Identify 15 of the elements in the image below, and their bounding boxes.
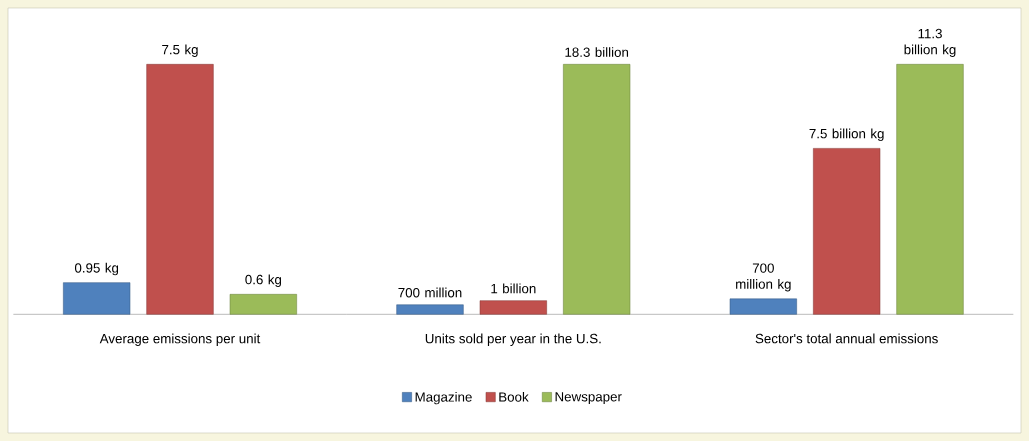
- data-label: 7.5 billion kg: [809, 128, 884, 142]
- data-label: 0.95 kg: [74, 262, 119, 276]
- x-axis-title: Units sold per year in the U.S.: [425, 333, 601, 346]
- data-label: 700 million kg: [736, 263, 791, 292]
- data-label: 0.6 kg: [245, 274, 282, 287]
- legend-label: Newspaper: [555, 392, 622, 405]
- data-label: 700 million: [398, 287, 462, 298]
- data-label: 7.5 kg: [162, 44, 198, 57]
- data-label: 18.3 billion: [565, 47, 629, 57]
- x-axis-title: Sector's total annual emissions: [755, 333, 938, 344]
- legend-label: Magazine: [415, 391, 472, 405]
- x-axis-title: Average emissions per unit: [99, 333, 261, 346]
- data-label: 11.3 billion kg: [904, 28, 956, 57]
- data-label: 1 billion: [491, 283, 536, 294]
- legend-label: Book: [499, 391, 529, 402]
